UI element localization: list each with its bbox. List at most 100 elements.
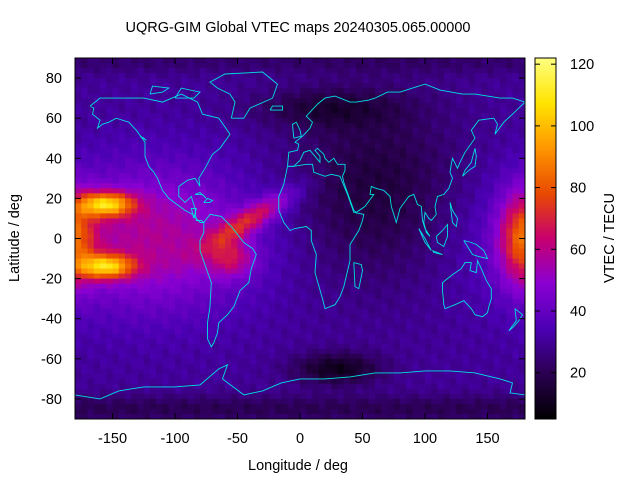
heatmap-cell	[243, 268, 251, 275]
heatmap-cell	[93, 358, 101, 365]
heatmap-cell	[218, 373, 226, 380]
heatmap-cell	[406, 98, 414, 104]
heatmap-cell	[425, 58, 432, 64]
heatmap-cell	[468, 338, 476, 345]
heatmap-cell	[500, 263, 507, 270]
heatmap-cell	[300, 248, 307, 255]
heatmap-cell	[293, 128, 301, 134]
heatmap-cell	[487, 108, 495, 114]
heatmap-cell	[125, 188, 132, 194]
heatmap-cell	[275, 118, 282, 124]
heatmap-cell	[512, 223, 520, 230]
heatmap-cell	[400, 108, 407, 114]
heatmap-cell	[350, 188, 357, 194]
heatmap-cell	[112, 113, 120, 119]
heatmap-cell	[481, 358, 489, 365]
heatmap-cell	[143, 73, 151, 79]
heatmap-cell	[418, 58, 426, 64]
heatmap-cell	[450, 353, 457, 360]
heatmap-cell	[293, 213, 301, 220]
heatmap-cell	[300, 343, 307, 350]
heatmap-cell	[287, 238, 295, 245]
heatmap-cell	[518, 193, 525, 199]
heatmap-cell	[150, 153, 157, 159]
heatmap-cell	[100, 58, 107, 64]
heatmap-cell	[443, 343, 451, 350]
heatmap-cell	[312, 98, 320, 104]
heatmap-cell	[337, 378, 345, 385]
heatmap-cell	[481, 318, 489, 325]
heatmap-cell	[425, 223, 432, 230]
heatmap-cell	[337, 223, 345, 230]
heatmap-cell	[75, 68, 82, 74]
heatmap-cell	[456, 58, 464, 64]
heatmap-cell	[512, 268, 520, 275]
heatmap-cell	[93, 373, 101, 380]
heatmap-cell	[106, 363, 114, 370]
heatmap-cell	[325, 333, 332, 340]
heatmap-cell	[456, 88, 464, 94]
heatmap-cell	[443, 103, 451, 109]
heatmap-cell	[175, 173, 182, 179]
heatmap-cell	[193, 143, 201, 149]
heatmap-cell	[356, 208, 364, 215]
heatmap-cell	[287, 223, 295, 230]
heatmap-cell	[212, 278, 220, 285]
heatmap-cell	[431, 333, 439, 340]
heatmap-cell	[143, 258, 151, 265]
heatmap-cell	[437, 163, 445, 169]
heatmap-cell	[243, 148, 251, 154]
heatmap-cell	[318, 218, 326, 225]
heatmap-cell	[393, 248, 401, 255]
heatmap-cell	[293, 203, 301, 210]
heatmap-cell	[93, 368, 101, 375]
heatmap-cell	[193, 88, 201, 94]
heatmap-cell	[456, 73, 464, 79]
heatmap-cell	[187, 293, 195, 300]
heatmap-cell	[256, 328, 264, 335]
heatmap-cell	[87, 388, 95, 395]
heatmap-cell	[112, 103, 120, 109]
heatmap-cell	[362, 253, 370, 260]
heatmap-cell	[331, 388, 339, 395]
heatmap-cell	[393, 138, 401, 144]
heatmap-cell	[212, 308, 220, 315]
heatmap-cell	[262, 68, 270, 74]
heatmap-cell	[231, 218, 239, 225]
heatmap-cell	[281, 363, 289, 370]
heatmap-cell	[412, 273, 420, 280]
heatmap-cell	[518, 248, 525, 255]
heatmap-cell	[368, 183, 376, 189]
heatmap-cell	[500, 103, 507, 109]
heatmap-cell	[493, 318, 501, 325]
heatmap-cell	[475, 248, 482, 255]
heatmap-cell	[106, 278, 114, 285]
heatmap-cell	[281, 193, 289, 199]
heatmap-cell	[106, 143, 114, 149]
heatmap-cell	[137, 158, 145, 164]
heatmap-cell	[493, 93, 501, 99]
heatmap-cell	[218, 163, 226, 169]
heatmap-cell	[443, 73, 451, 79]
heatmap-cell	[506, 298, 514, 305]
heatmap-cell	[206, 378, 214, 385]
heatmap-cell	[431, 273, 439, 280]
heatmap-cell	[500, 88, 507, 94]
heatmap-cell	[137, 283, 145, 290]
heatmap-cell	[456, 398, 464, 405]
heatmap-cell	[250, 388, 257, 395]
heatmap-cell	[300, 68, 307, 74]
heatmap-cell	[375, 393, 382, 400]
heatmap-cell	[337, 138, 345, 144]
heatmap-cell	[143, 83, 151, 89]
heatmap-cell	[106, 328, 114, 335]
heatmap-cell	[193, 343, 201, 350]
heatmap-cell	[393, 68, 401, 74]
heatmap-cell	[450, 293, 457, 300]
heatmap-cell	[293, 273, 301, 280]
heatmap-cell	[493, 313, 501, 320]
heatmap-cell	[393, 288, 401, 295]
heatmap-cell	[250, 178, 257, 184]
heatmap-cell	[500, 228, 507, 235]
heatmap-cell	[200, 293, 207, 300]
